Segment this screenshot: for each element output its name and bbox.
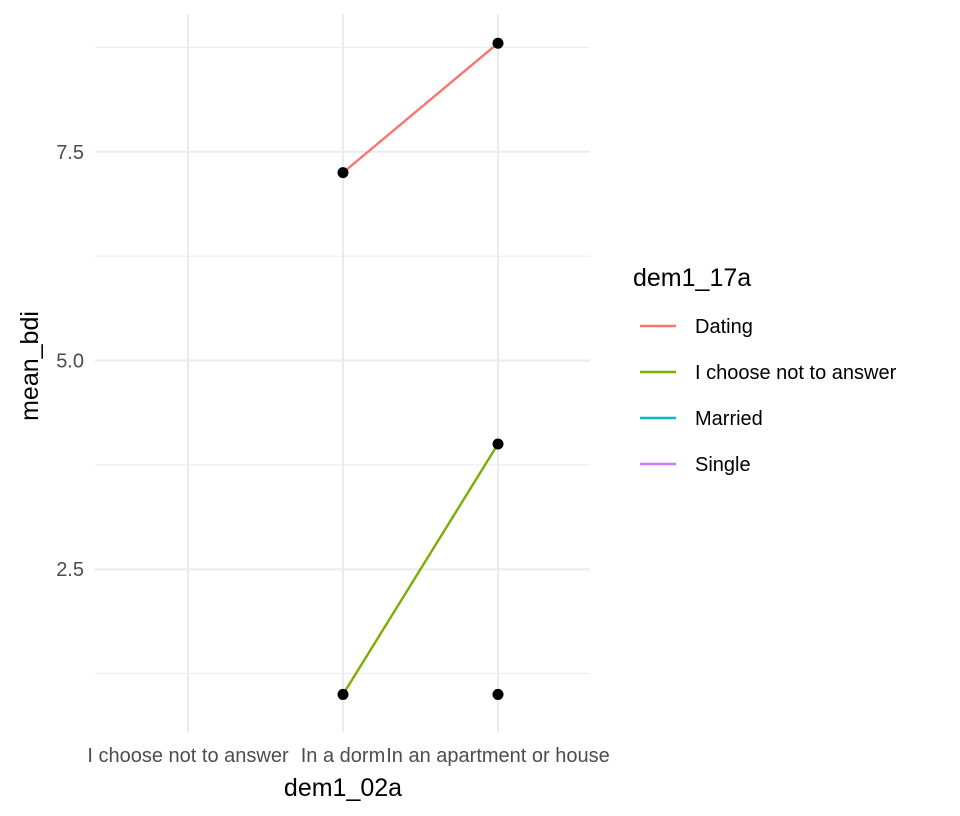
x-tick-label: I choose not to answer xyxy=(87,745,289,767)
y-axis-title: mean_bdi xyxy=(16,311,44,421)
legend-label: Married xyxy=(695,408,763,430)
legend-label: I choose not to answer xyxy=(695,362,897,384)
y-tick-label: 7.5 xyxy=(56,142,84,164)
series-line xyxy=(342,42,499,174)
grid xyxy=(95,14,590,732)
legend-title: dem1_17a xyxy=(633,264,751,292)
data-point xyxy=(337,167,349,179)
data-point xyxy=(492,37,504,49)
data-points xyxy=(337,37,504,700)
legend: dem1_17a Dating I choose not to answer Mar… xyxy=(633,264,897,476)
series-lines xyxy=(341,42,500,696)
data-point xyxy=(337,688,349,700)
legend-label: Dating xyxy=(695,316,753,338)
y-tick-label: 2.5 xyxy=(56,559,84,581)
data-point xyxy=(492,438,504,450)
series-line xyxy=(341,443,500,696)
y-axis-ticks: 2.5 5.0 7.5 xyxy=(56,142,84,581)
legend-label: Single xyxy=(695,454,751,476)
data-point xyxy=(492,688,504,700)
x-axis-ticks: I choose not to answer In a dorm In an apa… xyxy=(87,745,609,767)
x-axis-title: dem1_02a xyxy=(284,774,402,802)
x-tick-label: In an apartment or house xyxy=(386,745,609,767)
x-tick-label: In a dorm xyxy=(301,745,385,767)
legend-items: Dating I choose not to answer Married Singl… xyxy=(640,316,897,476)
y-tick-label: 5.0 xyxy=(56,350,84,372)
